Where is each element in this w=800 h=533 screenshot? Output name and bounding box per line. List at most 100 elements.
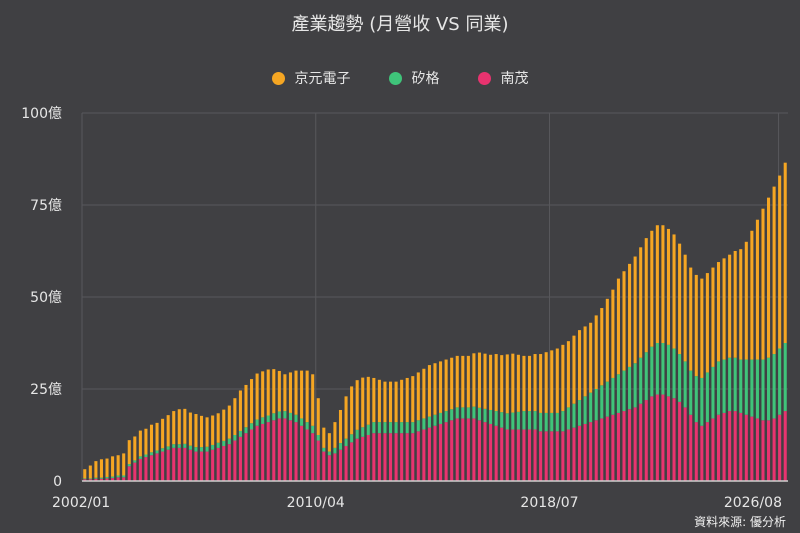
bar-0-18 <box>183 408 187 444</box>
bar-1-78 <box>516 411 520 430</box>
bar-1-0 <box>83 478 87 480</box>
bar-2-25 <box>222 446 226 481</box>
bar-0-94 <box>605 298 609 382</box>
bar-1-5 <box>111 476 115 479</box>
bar-1-8 <box>127 464 131 467</box>
bar-0-111 <box>700 278 704 378</box>
bar-2-7 <box>122 477 126 481</box>
bar-2-30 <box>250 429 254 481</box>
bar-0-83 <box>544 352 548 413</box>
chart-title: 產業趨勢 (月營收 VS 同業) <box>291 14 509 35</box>
bar-0-102 <box>650 230 654 347</box>
bar-2-11 <box>144 457 148 481</box>
bar-1-39 <box>300 418 304 426</box>
bar-2-18 <box>183 447 187 481</box>
bar-0-41 <box>311 374 315 426</box>
bar-0-86 <box>561 344 565 412</box>
bar-1-50 <box>361 427 365 437</box>
bar-0-114 <box>716 262 721 362</box>
bar-0-3 <box>99 459 103 478</box>
bar-1-65 <box>444 411 448 423</box>
bar-0-122 <box>761 208 765 360</box>
bar-0-118 <box>739 249 743 360</box>
bar-2-9 <box>133 462 137 481</box>
bar-1-57 <box>400 422 404 434</box>
bar-2-14 <box>161 451 165 481</box>
bar-2-43 <box>322 451 326 481</box>
x-tick-label-2: 2018/07 <box>520 495 578 511</box>
bar-2-84 <box>550 431 554 481</box>
x-tick-label-3: 2026/08 <box>724 495 782 511</box>
bar-2-91 <box>589 422 593 481</box>
legend-item-2[interactable]: 南茂 <box>477 68 529 88</box>
bar-0-9 <box>133 436 137 461</box>
bar-0-67 <box>455 355 459 408</box>
bar-1-71 <box>477 407 481 421</box>
bar-1-59 <box>411 422 415 434</box>
bar-0-2 <box>94 461 98 478</box>
bar-1-116 <box>728 357 732 412</box>
bar-0-89 <box>578 330 582 401</box>
bar-1-82 <box>539 412 543 432</box>
bar-1-45 <box>333 447 337 454</box>
bar-0-17 <box>177 409 181 445</box>
bar-2-1 <box>88 479 92 481</box>
bar-0-60 <box>416 372 420 421</box>
bar-0-57 <box>400 379 404 423</box>
bar-0-6 <box>116 455 120 476</box>
bar-1-101 <box>644 352 648 401</box>
bar-0-53 <box>377 379 381 423</box>
bar-1-32 <box>261 417 265 424</box>
bar-0-76 <box>505 354 509 414</box>
legend-item-0[interactable]: 京元電子 <box>271 68 351 88</box>
bar-0-10 <box>138 430 142 457</box>
bar-1-117 <box>733 357 737 412</box>
bar-0-12 <box>149 424 154 453</box>
bar-1-2 <box>94 477 98 479</box>
bar-0-65 <box>444 359 448 412</box>
bar-0-43 <box>322 427 326 448</box>
legend-item-1[interactable]: 矽格 <box>388 68 440 88</box>
bar-2-89 <box>578 425 582 481</box>
bar-2-68 <box>461 418 465 481</box>
legend-label-0: 京元電子 <box>294 71 351 87</box>
bar-0-72 <box>483 353 487 409</box>
bar-0-51 <box>366 376 370 425</box>
bar-2-24 <box>216 447 220 481</box>
bar-1-15 <box>166 446 170 450</box>
bar-1-30 <box>250 423 254 430</box>
bar-0-75 <box>500 355 504 413</box>
bar-1-67 <box>455 407 459 419</box>
bar-2-101 <box>644 400 648 481</box>
bar-1-85 <box>555 412 559 432</box>
bar-1-17 <box>177 444 181 448</box>
bar-2-20 <box>194 451 198 481</box>
bar-2-55 <box>389 433 393 481</box>
bar-0-15 <box>166 415 170 447</box>
bar-1-26 <box>227 438 231 445</box>
bar-2-124 <box>772 418 776 481</box>
bar-0-39 <box>300 370 304 419</box>
bar-2-35 <box>277 418 281 481</box>
bar-0-123 <box>767 197 771 358</box>
bar-2-108 <box>683 407 687 481</box>
bar-0-97 <box>622 271 626 371</box>
bar-2-6 <box>116 477 120 481</box>
bar-2-63 <box>433 425 437 481</box>
bar-2-49 <box>355 438 359 481</box>
bar-0-0 <box>83 469 87 479</box>
bar-2-38 <box>294 422 298 481</box>
bar-2-71 <box>477 420 481 481</box>
bar-2-88 <box>572 427 576 481</box>
bar-0-96 <box>616 278 620 375</box>
bar-1-106 <box>672 348 676 399</box>
bar-1-124 <box>772 354 776 419</box>
bar-2-46 <box>338 449 343 481</box>
bar-0-119 <box>744 241 748 360</box>
bar-1-43 <box>322 447 326 452</box>
bar-1-49 <box>355 429 359 439</box>
bar-0-85 <box>555 348 559 413</box>
bar-0-81 <box>533 354 537 412</box>
bar-0-22 <box>205 417 209 447</box>
bar-2-48 <box>350 442 354 481</box>
